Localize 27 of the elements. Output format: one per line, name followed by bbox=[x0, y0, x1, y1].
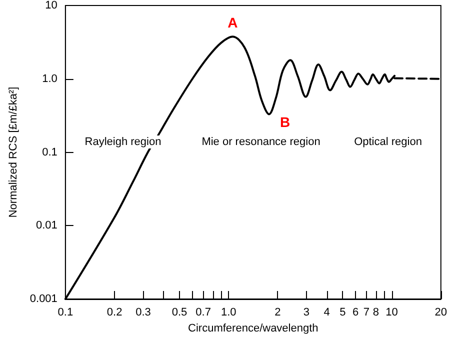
annotation: B bbox=[280, 114, 290, 130]
y-tick-label: 0.001 bbox=[30, 293, 58, 305]
x-tick-label: 0.2 bbox=[106, 306, 122, 318]
x-tick-label: 10 bbox=[386, 306, 398, 318]
x-tick-label: 4 bbox=[324, 306, 330, 318]
annotation: Rayleigh region bbox=[84, 136, 162, 148]
y-tick-label: 1.0 bbox=[42, 72, 58, 85]
x-tick-label: 0.7 bbox=[196, 306, 211, 318]
x-tick-label: 6 bbox=[352, 306, 359, 318]
y-tick-label: 0.1 bbox=[42, 146, 58, 158]
x-tick-label: 1.0 bbox=[220, 306, 236, 318]
x-tick-label: 0.5 bbox=[172, 306, 188, 318]
x-tick-label: 8 bbox=[372, 306, 380, 318]
x-tick-label: 0.1 bbox=[58, 306, 74, 318]
x-tick-label: 20 bbox=[434, 306, 448, 318]
x-tick-label: 0.3 bbox=[136, 306, 151, 318]
annotation: Mie or resonance region bbox=[202, 136, 320, 148]
annotation: Optical region bbox=[354, 136, 422, 148]
annotation: A bbox=[228, 14, 238, 31]
y-tick-label: 10 bbox=[45, 0, 58, 12]
x-tick-label: 7 bbox=[363, 306, 370, 318]
y-axis-title: Normalized RCS [£m/£ka²] bbox=[8, 86, 20, 218]
y-tick-label: 0.01 bbox=[36, 220, 58, 232]
x-axis-title: Circumference/wavelength bbox=[188, 322, 318, 334]
x-tick-label: 3 bbox=[303, 306, 310, 318]
x-tick-label: 5 bbox=[340, 306, 346, 318]
x-tick-label: 2 bbox=[274, 306, 281, 318]
